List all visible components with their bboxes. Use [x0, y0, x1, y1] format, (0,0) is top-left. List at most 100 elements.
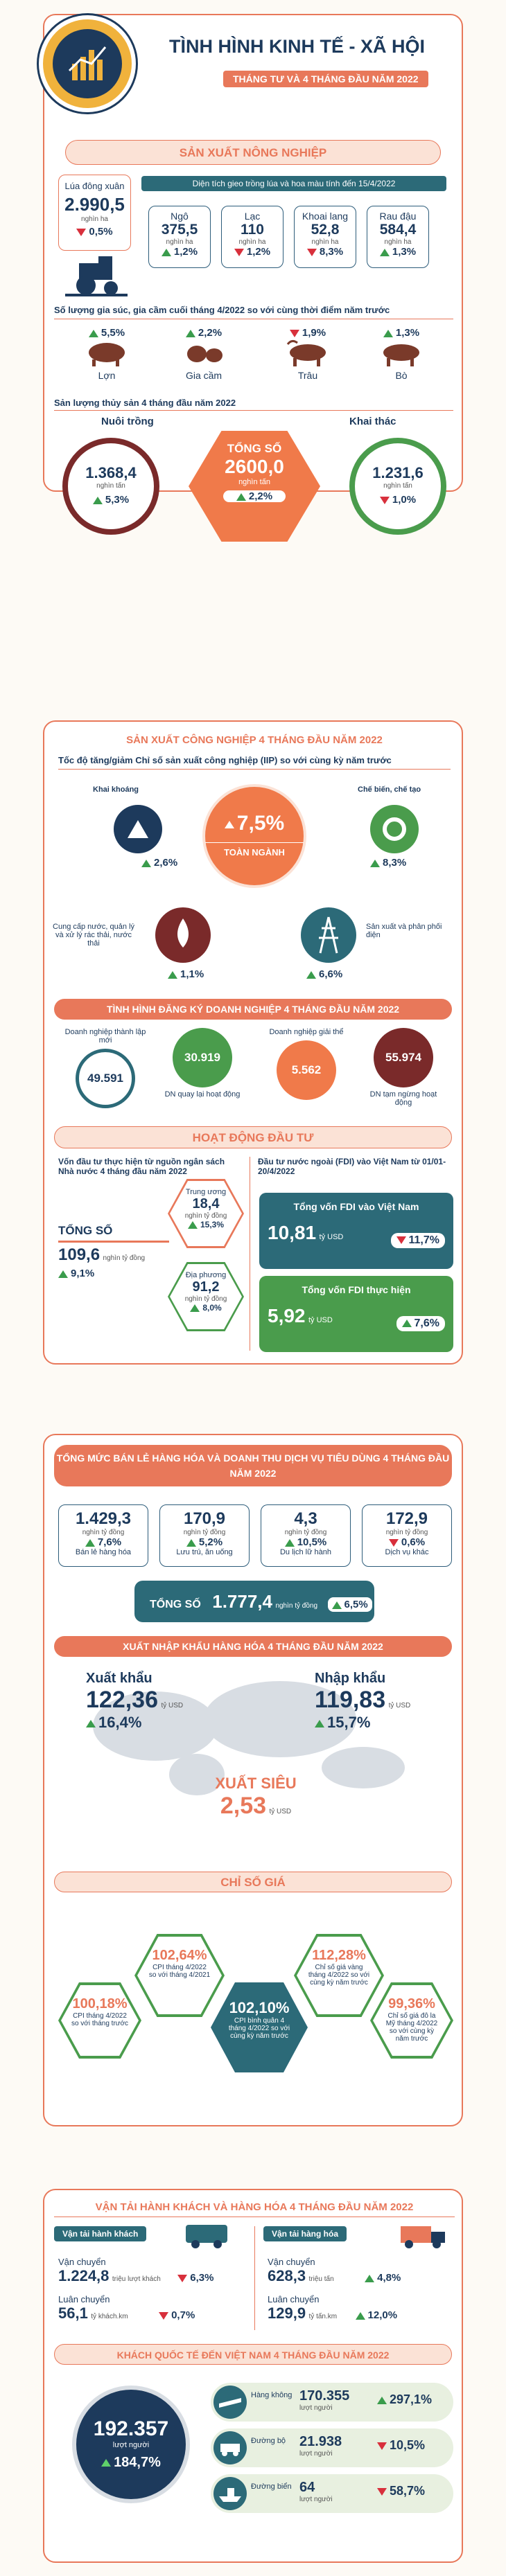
water-change-row: 1,1% — [168, 968, 204, 980]
up-arrow-icon — [377, 2396, 387, 2404]
bus-icon — [183, 2222, 238, 2253]
manufacturing-change-row: 8,3% — [370, 857, 406, 869]
fdi-impl-box: Tổng vốn FDI thực hiện 5,92 tỷ USD 7,6% — [259, 1276, 453, 1352]
surplus-block: XUẤT SIÊU 2,53 tỷ USD — [204, 1775, 308, 1820]
tourists-total-unit: lượt người — [112, 2441, 150, 2449]
power-change-row: 6,6% — [306, 968, 342, 980]
goods-rot-unit: tỷ tấn.km — [308, 2313, 338, 2320]
fdi-reg-box: Tổng vốn FDI vào Việt Nam 10,81 tỷ USD 1… — [259, 1193, 453, 1269]
retail-value: 170,9 — [183, 1509, 226, 1528]
livestock-title: Số lượng gia súc, gia cầm cuối tháng 4/2… — [54, 305, 390, 315]
goods-carry-change: 4,8 — [377, 2272, 392, 2284]
business-item: 30.919 DN quay lại hoạt động — [161, 1028, 244, 1099]
farmed-circle: 1.368,4 nghìn tấn 5,3% — [62, 438, 159, 535]
business-value: 5.562 — [291, 1063, 322, 1076]
pass-carry-unit: triệu lượt khách — [112, 2275, 161, 2283]
mining-change: 2,6 — [154, 857, 168, 869]
caught-circle: 1.231,6 nghìn tấn 1,0% — [349, 438, 446, 535]
up-arrow-icon — [370, 859, 380, 867]
business-value: 55.974 — [385, 1051, 421, 1064]
crop-value: 584,4 — [379, 222, 417, 238]
mode-value: 170.355 — [299, 2388, 350, 2404]
crop-label: Khoai lang — [302, 211, 349, 222]
invest-total-value: 109,6 — [58, 1245, 101, 1264]
iip-title: Tốc độ tăng/giảm Chỉ số sản xuất công ng… — [58, 755, 392, 765]
farmed-change: 5,3 — [105, 494, 120, 506]
divider — [254, 2226, 255, 2330]
crop-card: Khoai lang 52,8 nghìn ha 8,3% — [294, 206, 356, 268]
down-arrow-icon — [377, 2442, 387, 2450]
cow-icon — [383, 344, 419, 366]
pass-rot: Luân chuyển 56,1 tỷ khách.km 0,7% — [58, 2294, 252, 2322]
crop-unit: nghìn ha — [311, 238, 339, 246]
price-value: 112,28% — [312, 1948, 366, 1963]
agriculture-panel: TÌNH HÌNH KINH TẾ - XÃ HỘI THÁNG TƯ VÀ 4… — [39, 14, 463, 542]
retail-label: Bán lẻ hàng hóa — [75, 1548, 132, 1556]
business-label: DN quay lại hoạt động — [164, 1090, 241, 1099]
business-item: Doanh nghiệp thành lập mới 49.591 — [64, 1028, 147, 1108]
up-arrow-icon — [168, 970, 177, 979]
crop-change: 8,3 — [319, 246, 334, 258]
mining-label: Khai khoáng — [93, 785, 139, 794]
dissolved-business-circle: 5.562 — [277, 1040, 336, 1100]
price-value: 102,10% — [229, 1999, 290, 2016]
ship-icon — [213, 2477, 247, 2510]
crop-card: Ngô 375,5 nghìn ha 1,2% — [148, 206, 211, 268]
crop-change: 1,2 — [246, 246, 261, 258]
manufacturing-change: 8,3 — [383, 857, 397, 869]
retail-change: 10,5 — [297, 1536, 317, 1548]
industry-panel: SẢN XUẤT CÔNG NGHIỆP 4 THÁNG ĐẦU NĂM 202… — [43, 720, 463, 1365]
mode-row: Hàng không 170.355 lượt người 297,1% — [211, 2383, 453, 2422]
retail-change: 0,6 — [401, 1536, 416, 1548]
livestock-change: 1,9 — [302, 327, 317, 339]
up-arrow-icon — [187, 1221, 198, 1229]
price-value: 100,18% — [72, 1996, 128, 2011]
industry-title: SẢN XUẤT CÔNG NGHIỆP 4 THÁNG ĐẦU NĂM 202… — [126, 734, 383, 746]
business-value: 49.591 — [87, 1072, 123, 1085]
surplus-value: 2,53 — [220, 1793, 267, 1819]
import-label: Nhập khẩu — [315, 1671, 386, 1686]
tourists-title: KHÁCH QUỐC TẾ ĐẾN VIỆT NAM 4 THÁNG ĐẦU N… — [54, 2344, 452, 2365]
mode-value: 21.938 — [299, 2434, 342, 2449]
up-arrow-icon — [401, 1320, 412, 1328]
livestock-item: 5,5% Lợn — [76, 327, 138, 381]
goods-rot-label: Luân chuyển — [268, 2294, 320, 2304]
state-title: Vốn đầu tư thực hiện từ nguồn ngân sách … — [58, 1157, 225, 1176]
power-tower-icon — [319, 916, 338, 954]
price-hex: 99,36% Chỉ số giá đô la Mỹ tháng 4/2022 … — [370, 1982, 453, 2059]
fdi-impl-label: Tổng vốn FDI thực hiện — [302, 1284, 411, 1295]
pass-rot-value: 56,1 — [58, 2304, 88, 2322]
up-arrow-icon — [284, 1538, 295, 1547]
down-arrow-icon — [379, 496, 390, 504]
invest-total-change: 9,1 — [71, 1268, 85, 1279]
up-arrow-icon — [58, 1270, 68, 1278]
pig-icon — [89, 343, 125, 366]
central-unit: nghìn tỷ đồng — [184, 1212, 227, 1220]
power-label: Sản xuất và phân phối điện — [366, 923, 442, 939]
livestock-item: 1,9% Trâu — [277, 327, 339, 381]
up-arrow-icon — [379, 248, 390, 256]
retail-total-label: TỔNG SỐ — [150, 1599, 201, 1610]
prices-title: CHỈ SỐ GIÁ — [54, 1872, 452, 1892]
manufacturing-label: Chế biến, chế tạo — [358, 785, 421, 794]
area-title: Diện tích gieo trồng lúa và hoa màu tính… — [141, 176, 446, 191]
local-unit: nghìn tỷ đồng — [184, 1295, 227, 1303]
export-label: Xuất khẩu — [86, 1671, 152, 1686]
iip-total-change: 7,5 — [236, 812, 266, 835]
surplus-unit: tỷ USD — [269, 1808, 292, 1815]
down-arrow-icon — [377, 2487, 387, 2496]
new-business-circle: 49.591 — [76, 1049, 135, 1108]
fdi-reg-label: Tổng vốn FDI vào Việt Nam — [293, 1201, 419, 1212]
business-label: Doanh nghiệp giải thể — [269, 1028, 344, 1036]
iip-total-circle: 7,5% TOÀN NGÀNH — [202, 784, 306, 888]
up-arrow-icon — [306, 970, 316, 979]
export-value: 122,36 — [86, 1687, 158, 1713]
business-title: TÌNH HÌNH ĐĂNG KÝ DOANH NGHIỆP 4 THÁNG Đ… — [54, 999, 452, 1020]
livestock-change: 2,2 — [198, 327, 213, 339]
retail-total-bar: TỔNG SỐ 1.777,4 nghìn tỷ đồng 6,5% — [134, 1581, 374, 1622]
business-label: Doanh nghiệp thành lập mới — [64, 1028, 146, 1045]
caught-label: Khai thác — [349, 416, 396, 427]
up-arrow-icon — [85, 1538, 95, 1547]
livestock-change: 5,5 — [101, 327, 116, 339]
fdi-reg-unit: tỷ USD — [319, 1233, 344, 1241]
